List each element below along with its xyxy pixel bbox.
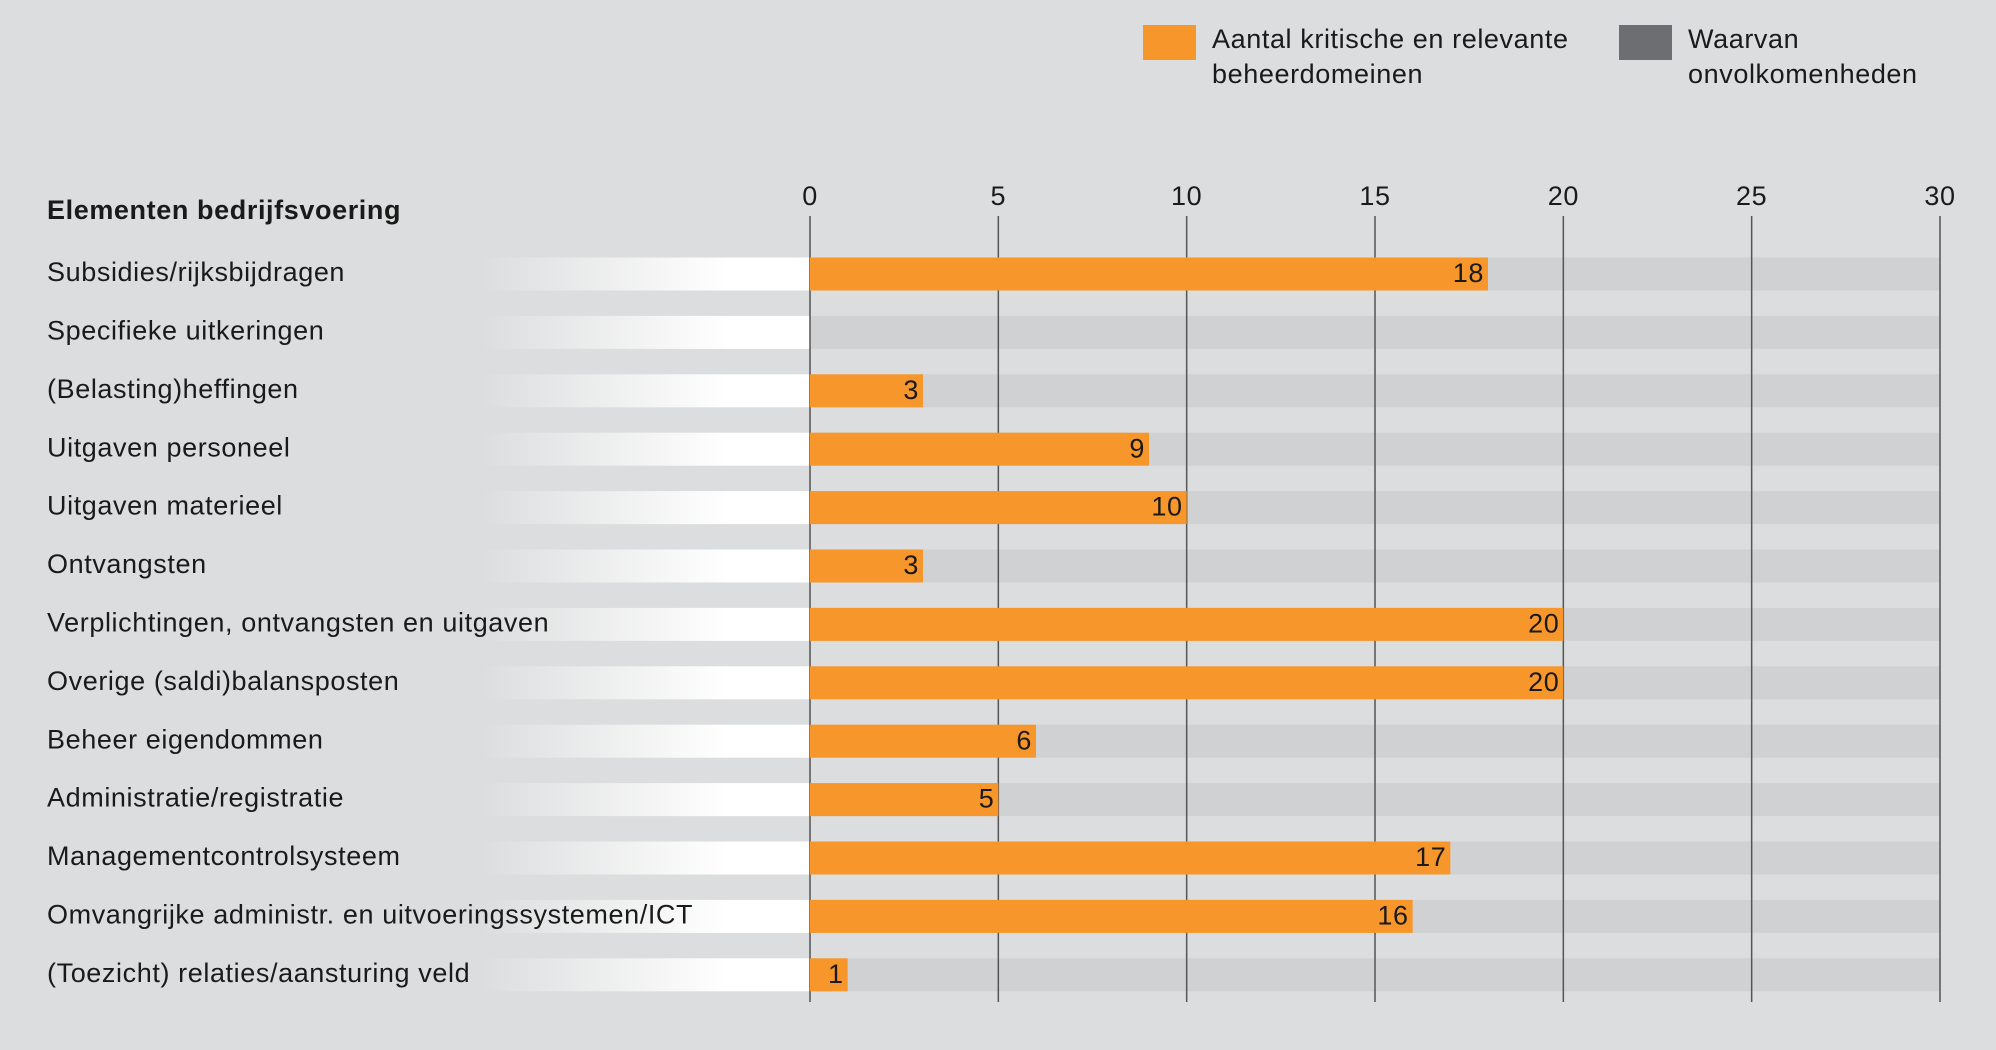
value-label: 18 — [1453, 258, 1484, 288]
x-tick-label: 15 — [1359, 181, 1390, 211]
bar — [810, 783, 999, 817]
value-label: 17 — [1415, 842, 1446, 872]
x-tick-label: 30 — [1924, 181, 1955, 211]
bar — [810, 432, 1149, 466]
row-fade — [480, 257, 810, 291]
value-label: 1 — [828, 959, 844, 989]
legend-swatch — [1143, 25, 1196, 60]
bar — [810, 666, 1564, 700]
bar — [810, 607, 1564, 641]
category-label: (Belasting)heffingen — [47, 374, 299, 404]
value-label: 9 — [1129, 433, 1145, 463]
category-label: Overige (saldi)balansposten — [47, 666, 399, 696]
x-tick-label: 5 — [991, 181, 1007, 211]
category-label: (Toezicht) relaties/aansturing veld — [47, 958, 470, 988]
row-fade — [480, 491, 810, 525]
legend-swatch — [1619, 25, 1672, 60]
bar — [810, 491, 1187, 525]
x-tick-label: 20 — [1548, 181, 1579, 211]
legend-label: Aantal kritische en relevante beheerdome… — [1212, 24, 1569, 89]
row-fade — [480, 549, 810, 583]
row-fade — [480, 958, 810, 992]
row-fade — [480, 783, 810, 817]
bar — [810, 257, 1488, 291]
category-label: Ontvangsten — [47, 549, 207, 579]
value-label: 5 — [979, 784, 995, 814]
x-tick-label: 25 — [1736, 181, 1767, 211]
row-fade — [480, 666, 810, 700]
value-label: 20 — [1528, 667, 1559, 697]
bar — [810, 899, 1413, 933]
legend-label: Waarvan onvolkomenheden — [1688, 24, 1918, 89]
value-label: 20 — [1528, 609, 1559, 639]
value-label: 3 — [903, 550, 919, 580]
bar — [810, 841, 1451, 875]
category-label: Beheer eigendommen — [47, 724, 323, 754]
bar — [810, 724, 1036, 758]
category-label: Administratie/registratie — [47, 783, 344, 813]
category-label: Uitgaven materieel — [47, 491, 283, 521]
category-label: Omvangrijke administr. en uitvoeringssys… — [47, 900, 693, 930]
bar — [810, 374, 923, 408]
category-label: Subsidies/rijksbijdragen — [47, 257, 345, 287]
row-fade — [480, 724, 810, 758]
value-label: 6 — [1016, 725, 1032, 755]
category-label: Verplichtingen, ontvangsten en uitgaven — [47, 608, 549, 638]
row-fade — [480, 899, 810, 933]
bar — [810, 549, 923, 583]
category-label: Managementcontrolsysteem — [47, 841, 401, 871]
row-fade — [480, 315, 810, 349]
category-label: Uitgaven personeel — [47, 432, 290, 462]
value-label: 10 — [1151, 492, 1182, 522]
value-label: 3 — [903, 375, 919, 405]
x-tick-label: 0 — [802, 181, 818, 211]
category-label: Specifieke uitkeringen — [47, 316, 324, 346]
value-label: 16 — [1377, 901, 1408, 931]
category-header: Elementen bedrijfsvoering — [47, 195, 401, 225]
x-tick-label: 10 — [1171, 181, 1202, 211]
row-fade — [480, 841, 810, 875]
row-fade — [480, 374, 810, 408]
row-fade — [480, 607, 810, 641]
bar — [810, 958, 848, 992]
row-fade — [480, 432, 810, 466]
